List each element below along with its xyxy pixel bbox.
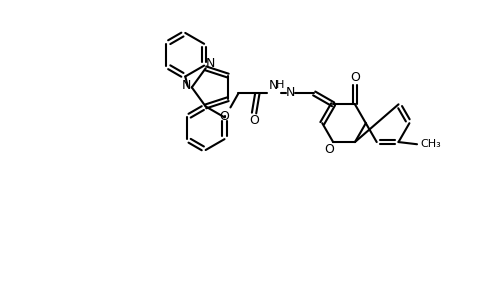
Text: H: H: [276, 80, 284, 90]
Text: O: O: [324, 144, 334, 156]
Text: N: N: [285, 86, 295, 99]
Text: CH₃: CH₃: [421, 139, 441, 149]
Text: O: O: [249, 114, 259, 128]
Text: N: N: [182, 79, 191, 92]
Text: N: N: [206, 57, 215, 70]
Text: O: O: [219, 110, 229, 123]
Text: O: O: [350, 71, 360, 84]
Text: N: N: [269, 79, 278, 92]
